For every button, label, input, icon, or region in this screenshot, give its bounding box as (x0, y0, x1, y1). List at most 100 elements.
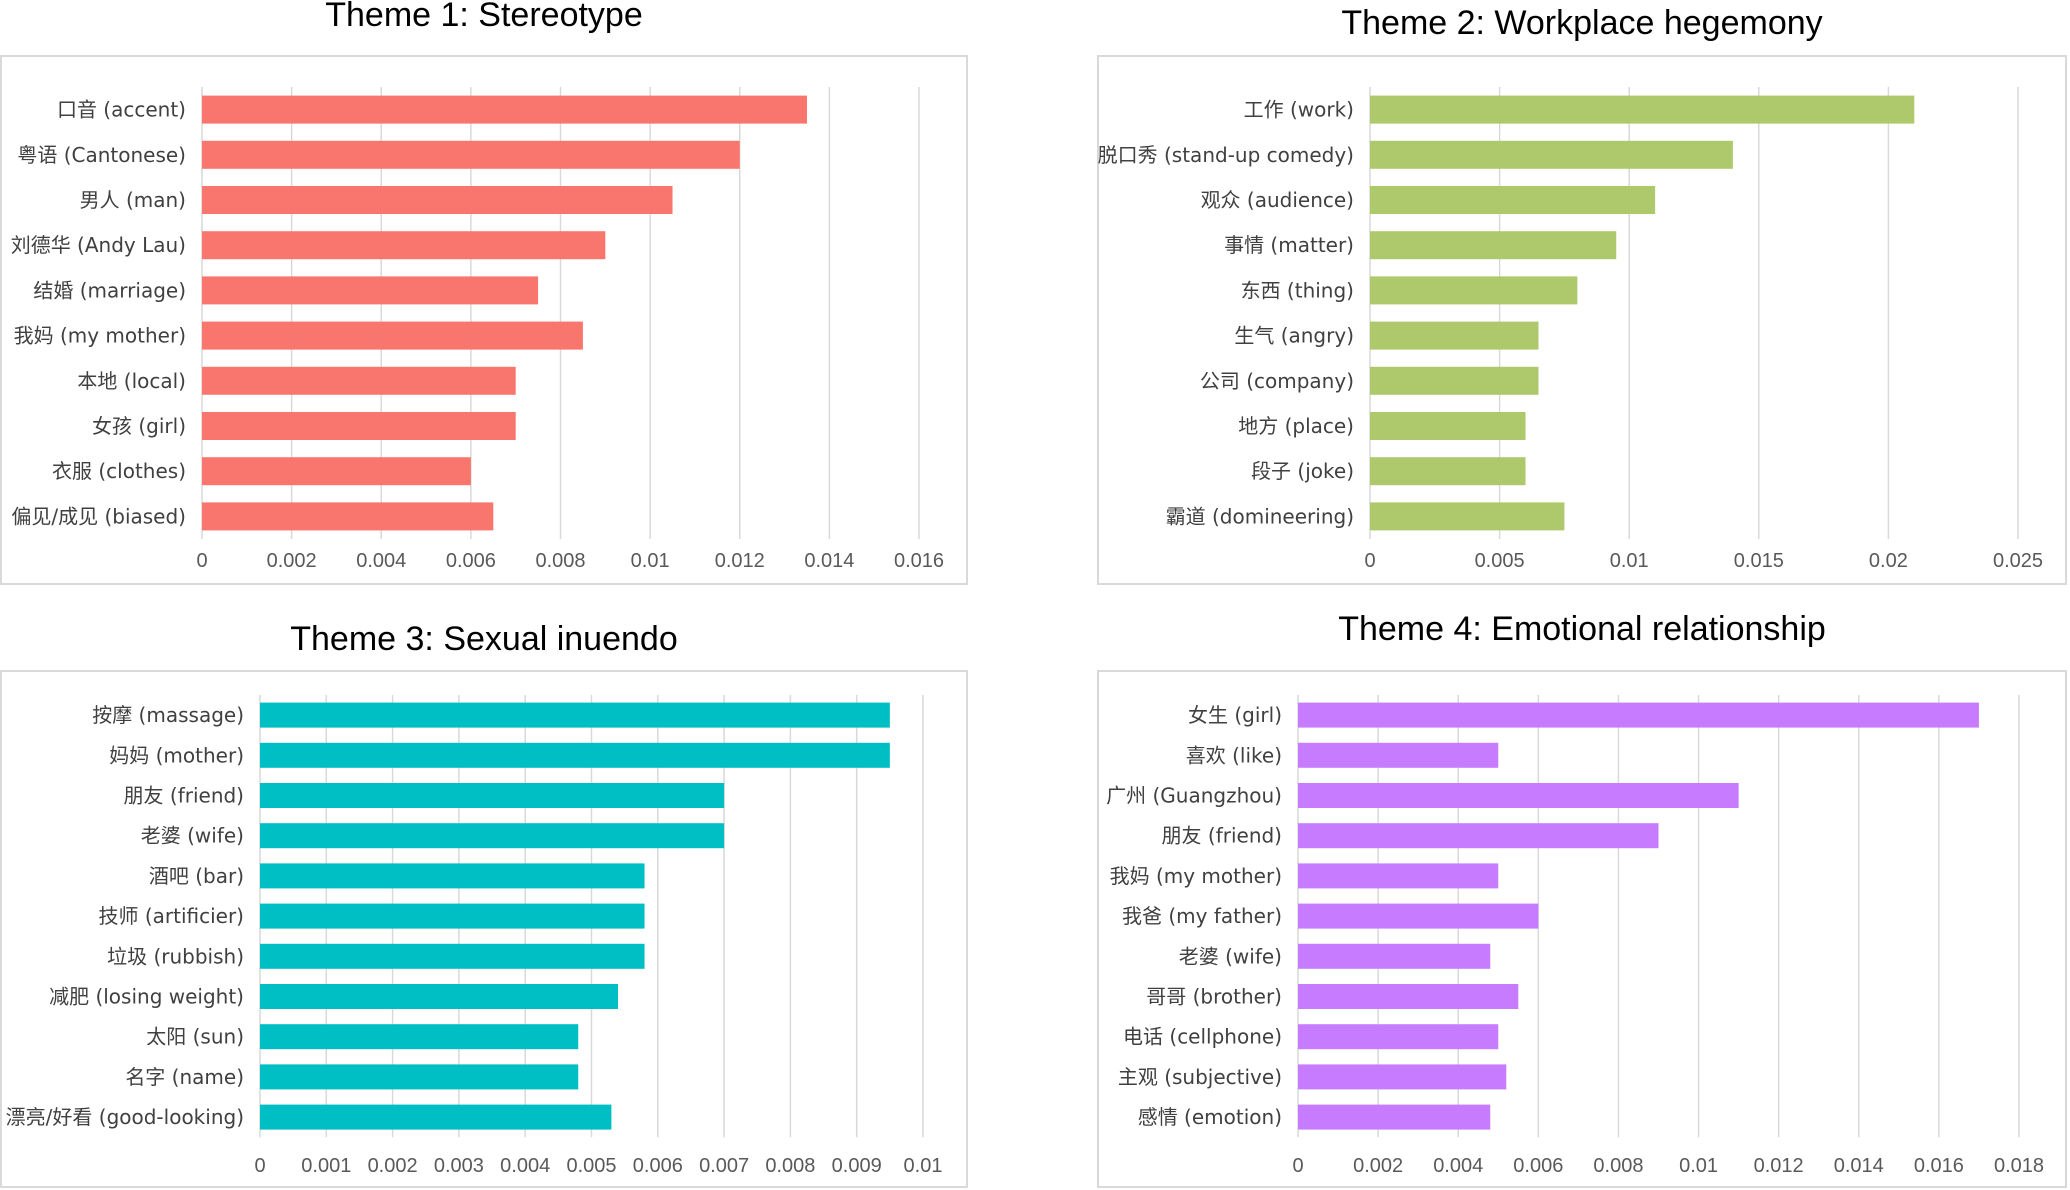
bar (1298, 863, 1499, 889)
category-label: 结婚 (marriage) (33, 278, 186, 302)
category-label: 口音 (accent) (57, 98, 186, 122)
bar (202, 412, 516, 440)
x-tick-label: 0.003 (434, 1155, 484, 1177)
category-label: 刘德华 (Andy Lau) (11, 233, 186, 257)
category-label: 公司 (company) (1200, 369, 1354, 393)
category-label: 地方 (place) (1238, 414, 1354, 438)
bar (1298, 702, 1979, 728)
bar (1298, 783, 1739, 808)
bar (202, 502, 494, 531)
bar (1298, 823, 1659, 849)
bar (202, 231, 606, 260)
bar (1298, 1024, 1499, 1050)
chart-panel-theme-1: 0 0.002 0.004 0.006 0.008 0.01 0.012 0.014 0.016… (0, 55, 968, 585)
bar-chart-theme-4: 0 0.002 0.004 0.006 0.008 0.01 0.012 0.014 0.016… (1106, 695, 2044, 1177)
chart-title-theme-3: Theme 3: Sexual inuendo (290, 620, 678, 658)
chart-title-theme-2: Theme 2: Workplace hegemony (1341, 4, 1823, 42)
x-tick-label: 0.014 (1834, 1155, 1884, 1177)
x-tick-label: 0.01 (1679, 1155, 1718, 1177)
x-tick-label: 0 (1364, 550, 1375, 572)
bar (1370, 321, 1539, 350)
bar (260, 783, 725, 808)
chart-panel-theme-3: 0 0.001 0.002 0.003 0.004 0.005 0.006 0.007 0.00… (0, 670, 968, 1188)
category-label: 男人 (man) (80, 188, 186, 212)
x-tick-label: 0.025 (1993, 550, 2043, 572)
category-label: 太阳 (sun) (146, 1025, 244, 1049)
category-label: 事情 (matter) (1224, 233, 1354, 257)
x-tick-label: 0.006 (446, 550, 496, 572)
category-label: 本地 (local) (77, 369, 186, 393)
category-label: 老婆 (wife) (1179, 944, 1282, 968)
x-tick-label: 0 (1292, 1155, 1303, 1177)
category-label: 哥哥 (brother) (1146, 985, 1282, 1009)
category-label: 观众 (audience) (1201, 188, 1354, 212)
category-label: 女生 (girl) (1188, 703, 1282, 727)
x-tick-label: 0.005 (1475, 550, 1525, 572)
bar-chart-theme-2: 0 0.005 0.01 0.015 0.02 0.025 工作 (work) 脱口秀 (st… (1098, 87, 2043, 572)
bar (1298, 1104, 1491, 1130)
bar (260, 702, 890, 728)
bar (202, 276, 539, 305)
bar (1370, 366, 1539, 395)
x-tick-label: 0.006 (1513, 1155, 1563, 1177)
category-label: 广州 (Guangzhou) (1106, 784, 1282, 808)
x-tick-label: 0.008 (765, 1155, 815, 1177)
x-tick-label: 0.009 (832, 1155, 882, 1177)
bar (260, 1064, 579, 1090)
chart-title-theme-4: Theme 4: Emotional relationship (1338, 610, 1826, 648)
bar (1298, 903, 1539, 929)
x-tick-label: 0.014 (804, 550, 854, 572)
x-tick-label: 0.002 (1353, 1155, 1403, 1177)
x-tick-label: 0.004 (1433, 1155, 1483, 1177)
bar (260, 1024, 579, 1050)
x-tick-label: 0.018 (1994, 1155, 2044, 1177)
x-tick-label: 0.012 (1754, 1155, 1804, 1177)
bar (260, 903, 645, 929)
bar (1298, 984, 1519, 1009)
bar (1370, 186, 1656, 214)
x-tick-label: 0.001 (301, 1155, 351, 1177)
bar (1370, 140, 1733, 169)
x-tick-label: 0.002 (267, 550, 317, 572)
x-tick-label: 0 (254, 1155, 265, 1177)
category-label: 工作 (work) (1244, 98, 1354, 122)
x-tick-label: 0.016 (894, 550, 944, 572)
bar (260, 742, 890, 768)
category-label: 妈妈 (mother) (109, 743, 244, 767)
category-label: 减肥 (losing weight) (49, 985, 244, 1009)
bar (1370, 457, 1526, 486)
bar (202, 140, 740, 169)
bar (260, 943, 645, 969)
category-label: 朋友 (friend) (1162, 824, 1282, 848)
bar (260, 863, 645, 889)
chart-panel-theme-2: 0 0.005 0.01 0.015 0.02 0.025 工作 (work) 脱口秀 (st… (1097, 55, 2067, 585)
x-tick-label: 0.01 (631, 550, 670, 572)
category-label: 东西 (thing) (1241, 278, 1354, 302)
category-label: 技师 (artificier) (98, 904, 244, 928)
category-label: 感情 (emotion) (1138, 1105, 1282, 1129)
bar (260, 823, 725, 849)
bar (202, 186, 673, 214)
x-tick-label: 0.015 (1734, 550, 1784, 572)
bar (1370, 95, 1915, 124)
x-tick-label: 0.004 (356, 550, 406, 572)
bar (202, 366, 516, 395)
bar-chart-theme-1: 0 0.002 0.004 0.006 0.008 0.01 0.012 0.014 0.016… (11, 87, 944, 572)
x-tick-label: 0.007 (699, 1155, 749, 1177)
category-label: 偏见/成见 (biased) (11, 504, 186, 528)
category-label: 我妈 (my mother) (1110, 864, 1282, 888)
category-label: 段子 (joke) (1251, 459, 1354, 483)
x-tick-label: 0.02 (1869, 550, 1908, 572)
bar (1298, 943, 1491, 969)
bar-chart-theme-3: 0 0.001 0.002 0.003 0.004 0.005 0.006 0.007 0.00… (6, 695, 942, 1177)
bar (202, 95, 807, 124)
category-label: 喜欢 (like) (1186, 743, 1282, 767)
x-tick-label: 0.012 (715, 550, 765, 572)
category-label: 我爸 (my father) (1122, 904, 1282, 928)
chart-panel-theme-4: 0 0.002 0.004 0.006 0.008 0.01 0.012 0.014 0.016… (1097, 670, 2067, 1188)
category-label: 电话 (cellphone) (1123, 1025, 1282, 1049)
x-tick-label: 0.004 (500, 1155, 550, 1177)
x-tick-label: 0.005 (566, 1155, 616, 1177)
category-label: 按摩 (massage) (92, 703, 244, 727)
x-tick-label: 0.002 (368, 1155, 418, 1177)
